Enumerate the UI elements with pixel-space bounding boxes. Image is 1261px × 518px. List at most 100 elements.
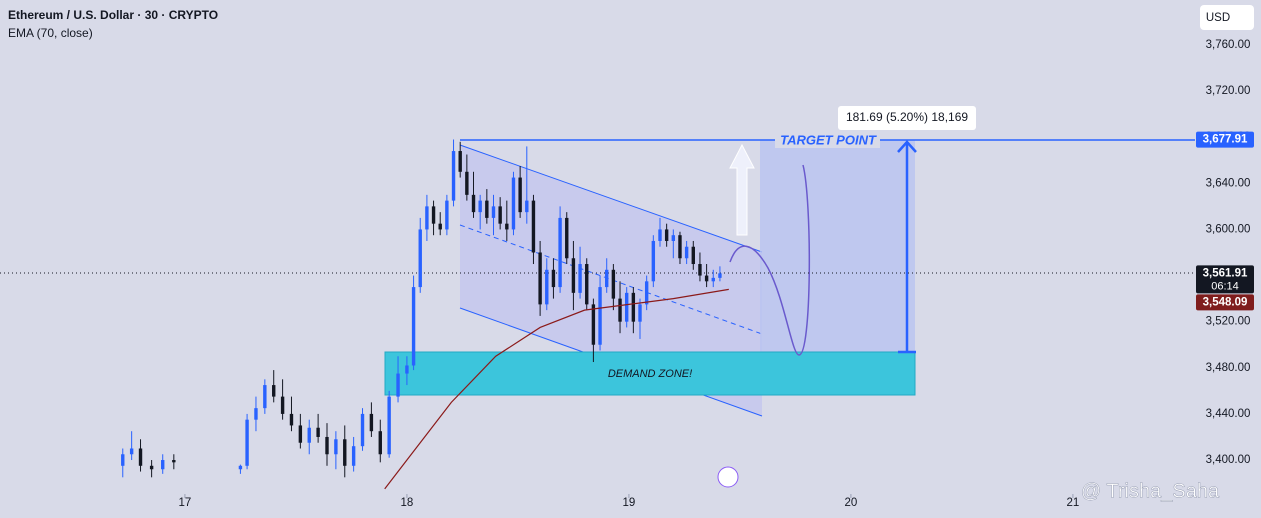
candle-body <box>558 217 562 288</box>
candle-body <box>418 229 422 288</box>
candle-body <box>704 275 709 282</box>
x-tick-label: 19 <box>623 497 636 509</box>
candle-body <box>458 151 462 172</box>
measure-box <box>760 140 915 352</box>
candle-body <box>438 223 442 230</box>
candle-body <box>161 460 165 470</box>
candle-body <box>678 235 682 259</box>
chart-title: Ethereum / U.S. Dollar · 30 · CRYPTO <box>8 8 218 22</box>
price-label-box <box>1196 131 1254 148</box>
candle-body <box>121 454 125 466</box>
candle-body <box>491 206 496 218</box>
candle-body <box>624 292 629 322</box>
candle-body <box>343 439 347 466</box>
plot <box>121 44 1199 498</box>
currency[interactable]: USD <box>1206 12 1230 24</box>
candle-body <box>671 235 676 241</box>
candle-body <box>658 229 662 241</box>
candle-body <box>498 206 502 224</box>
logo <box>717 466 739 488</box>
y-tick-label: 3,720.00 <box>1206 85 1251 97</box>
candle-body <box>360 413 365 447</box>
candle-body <box>718 273 722 278</box>
candle-body <box>298 425 303 443</box>
price-label: 3,677.91 <box>1203 134 1248 146</box>
candle-body <box>478 200 482 213</box>
candle-body <box>711 277 715 282</box>
candle-body <box>591 304 596 345</box>
candle-body <box>129 448 134 455</box>
candle-body <box>245 419 249 466</box>
target-label: TARGET POINT <box>780 132 877 147</box>
price-label: 3,561.91 <box>1203 267 1248 279</box>
candle-body <box>511 177 516 230</box>
y-tick-label: 3,520.00 <box>1206 316 1251 328</box>
candle-body <box>525 200 529 213</box>
candle-body <box>425 206 429 230</box>
candle-body <box>405 365 409 374</box>
candle-body <box>369 413 374 432</box>
candle-body <box>545 269 549 305</box>
channel-upper <box>459 144 763 253</box>
candle-body <box>387 396 391 455</box>
candle-body <box>691 246 695 265</box>
projection-path <box>729 164 811 356</box>
candle-body <box>431 206 436 224</box>
candle-body <box>505 223 509 230</box>
x-tick-label: 17 <box>179 497 192 509</box>
candle-body <box>538 252 542 305</box>
candle-body <box>254 408 258 420</box>
channel-fill <box>460 145 762 416</box>
candle-body <box>325 436 329 455</box>
candle-body <box>638 304 642 322</box>
candle-body <box>611 269 616 299</box>
candle-body <box>138 448 143 466</box>
candle-body <box>451 151 456 201</box>
candle-body <box>263 385 267 409</box>
price-label-sub: 06:14 <box>1211 280 1239 292</box>
candle-body <box>396 373 400 397</box>
price-label-box <box>1196 265 1254 294</box>
candle-body <box>698 264 702 276</box>
candle-body <box>631 292 636 322</box>
candle-body <box>585 264 589 305</box>
candle-body <box>149 465 154 470</box>
candle-body <box>578 264 582 293</box>
candle-body <box>351 446 356 466</box>
candle-body <box>551 269 556 288</box>
candle-body <box>684 246 689 259</box>
candle-body <box>471 194 476 213</box>
measure-label: 181.69 (5.20%) 18,169 <box>846 110 968 124</box>
demand-zone <box>384 351 916 396</box>
candle-body <box>644 281 649 305</box>
candle-body <box>411 287 416 366</box>
candle-body <box>618 298 622 322</box>
demand-label: DEMAND ZONE! <box>608 368 692 380</box>
x-tick-label: 18 <box>401 497 414 509</box>
price-label-box <box>1196 294 1254 311</box>
candle-body <box>378 431 382 455</box>
candle-body <box>598 287 602 345</box>
y-tick-label: 3,760.00 <box>1206 39 1251 51</box>
candle-body <box>238 465 243 470</box>
candle-body <box>316 427 320 437</box>
candle-body <box>651 240 656 282</box>
price-axis <box>1195 0 1261 518</box>
candle-body <box>465 171 469 195</box>
candle-body <box>289 413 294 426</box>
y-tick-label: 3,400.00 <box>1206 454 1251 466</box>
candle-body <box>445 200 449 230</box>
target-label-bg <box>775 132 880 148</box>
currency-box[interactable] <box>1200 5 1254 30</box>
y-tick-label: 3,600.00 <box>1206 223 1251 235</box>
price-label: 3,548.09 <box>1203 296 1248 308</box>
candle-body <box>307 427 311 443</box>
candle-body <box>664 229 669 241</box>
ema-line <box>384 288 729 490</box>
candle-body <box>272 385 276 397</box>
candle-body <box>172 460 176 463</box>
watermark: @ Trisha_Saha <box>1081 480 1220 502</box>
candle-body <box>565 217 569 259</box>
candle-body <box>485 200 489 218</box>
